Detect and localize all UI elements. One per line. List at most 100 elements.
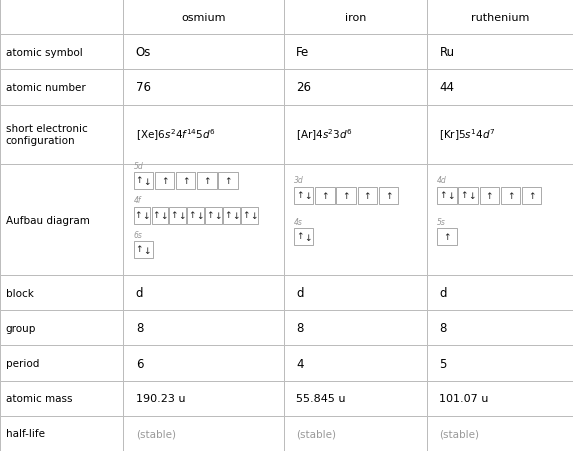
Bar (284, 276, 427, 311)
Text: atomic number: atomic number (6, 83, 85, 93)
Bar (315, 187, 335, 204)
Text: ↑: ↑ (135, 245, 143, 253)
Text: 4f: 4f (134, 196, 141, 205)
Bar (218, 173, 238, 190)
Text: ↓: ↓ (143, 246, 151, 255)
Bar (480, 187, 499, 204)
Bar (0, 416, 123, 451)
Text: ↓: ↓ (304, 233, 312, 242)
Text: 44: 44 (439, 81, 454, 94)
Bar (176, 173, 195, 190)
Text: ↓: ↓ (160, 212, 167, 221)
Text: 4d: 4d (437, 176, 447, 185)
Text: ↑: ↑ (384, 191, 393, 200)
Bar (123, 0, 284, 35)
Bar (155, 173, 174, 190)
Bar (0, 276, 123, 311)
Bar (123, 311, 284, 346)
Text: period: period (6, 358, 39, 368)
Text: ↑: ↑ (296, 190, 304, 199)
Text: atomic mass: atomic mass (6, 393, 72, 403)
Text: ↓: ↓ (250, 212, 257, 221)
Text: 3d: 3d (294, 176, 304, 185)
Bar (123, 35, 284, 70)
Text: (stable): (stable) (296, 428, 336, 438)
Bar (123, 70, 284, 105)
Bar (284, 346, 427, 381)
Text: ↓: ↓ (304, 192, 312, 201)
Bar (284, 165, 427, 276)
Text: ↑: ↑ (439, 190, 447, 199)
Bar (151, 207, 168, 224)
Bar (336, 187, 356, 204)
Text: ↓: ↓ (143, 178, 151, 187)
Text: ↑: ↑ (443, 232, 451, 241)
Text: half-life: half-life (6, 428, 45, 438)
Text: group: group (6, 323, 36, 333)
Text: 8: 8 (136, 322, 143, 335)
Text: ↑: ↑ (528, 191, 536, 200)
Bar (437, 228, 457, 245)
Text: 4: 4 (296, 357, 304, 370)
Bar (0, 346, 123, 381)
Text: [Ar]4$s^2$3$d^6$: [Ar]4$s^2$3$d^6$ (296, 127, 353, 143)
Text: ↑: ↑ (296, 231, 304, 240)
Bar (358, 187, 377, 204)
Text: [Xe]6$s^2$4$f^{14}$5$d^6$: [Xe]6$s^2$4$f^{14}$5$d^6$ (136, 127, 215, 143)
Text: short electronic
configuration: short electronic configuration (6, 124, 88, 146)
Bar (427, 276, 573, 311)
Bar (123, 276, 284, 311)
Text: iron: iron (344, 13, 366, 23)
Bar (294, 187, 313, 204)
Text: ↑: ↑ (321, 191, 329, 200)
Bar (134, 173, 153, 190)
Text: ↓: ↓ (468, 192, 476, 201)
Bar (427, 381, 573, 416)
Text: 5s: 5s (437, 217, 446, 226)
Text: [Kr]5$s^1$4$d^7$: [Kr]5$s^1$4$d^7$ (439, 127, 496, 143)
Text: (stable): (stable) (439, 428, 480, 438)
Text: ↑: ↑ (152, 210, 159, 219)
Text: ↑: ↑ (363, 191, 371, 200)
Bar (284, 105, 427, 165)
Text: d: d (296, 287, 304, 299)
Bar (0, 35, 123, 70)
Text: Ru: Ru (439, 46, 454, 59)
Text: 190.23 u: 190.23 u (136, 393, 185, 403)
Bar (427, 346, 573, 381)
Bar (284, 416, 427, 451)
Bar (427, 311, 573, 346)
Bar (522, 187, 541, 204)
Text: ↓: ↓ (447, 192, 455, 201)
Text: ↑: ↑ (342, 191, 350, 200)
Bar (501, 187, 520, 204)
Text: 8: 8 (439, 322, 447, 335)
Text: 4s: 4s (294, 217, 303, 226)
Text: 5d: 5d (134, 161, 143, 170)
Text: 76: 76 (136, 81, 151, 94)
Bar (197, 173, 217, 190)
Text: ↑: ↑ (188, 210, 195, 219)
Text: 55.845 u: 55.845 u (296, 393, 346, 403)
Text: ↑: ↑ (224, 210, 231, 219)
Text: ↑: ↑ (135, 176, 143, 185)
Text: atomic symbol: atomic symbol (6, 48, 83, 58)
Text: 26: 26 (296, 81, 311, 94)
Text: d: d (439, 287, 447, 299)
Bar (170, 207, 186, 224)
Bar (0, 311, 123, 346)
Text: ↑: ↑ (224, 177, 232, 186)
Bar (123, 381, 284, 416)
Text: Fe: Fe (296, 46, 309, 59)
Text: ↑: ↑ (182, 177, 190, 186)
Bar (0, 0, 123, 35)
Bar (427, 105, 573, 165)
Text: ↓: ↓ (232, 212, 240, 221)
Text: 8: 8 (296, 322, 304, 335)
Bar (427, 165, 573, 276)
Bar (0, 165, 123, 276)
Text: d: d (136, 287, 143, 299)
Bar (0, 105, 123, 165)
Text: Os: Os (136, 46, 151, 59)
Bar (284, 35, 427, 70)
